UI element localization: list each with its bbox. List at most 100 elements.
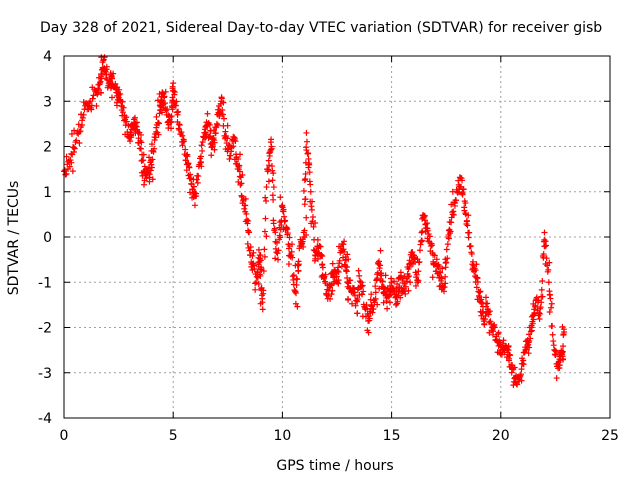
- data-point: [537, 310, 544, 317]
- data-marks: [61, 54, 568, 389]
- data-point: [219, 107, 226, 114]
- data-point: [480, 308, 487, 315]
- data-point: [295, 258, 302, 265]
- data-point: [416, 247, 423, 254]
- data-point: [252, 286, 259, 293]
- data-point: [306, 178, 313, 185]
- data-point: [372, 289, 379, 296]
- data-point: [168, 118, 175, 125]
- data-point: [556, 362, 563, 369]
- data-point: [151, 145, 158, 152]
- data-point: [148, 141, 155, 148]
- data-point: [171, 89, 178, 96]
- data-point: [255, 281, 262, 288]
- data-point: [416, 258, 423, 265]
- data-point: [541, 236, 548, 243]
- data-point: [552, 348, 559, 355]
- data-point: [67, 157, 74, 164]
- data-point: [182, 146, 189, 153]
- data-point: [218, 94, 225, 101]
- data-point: [429, 274, 436, 281]
- data-point: [345, 296, 352, 303]
- data-point: [194, 179, 201, 186]
- data-point: [273, 239, 280, 246]
- data-point: [437, 269, 444, 276]
- data-point: [184, 151, 191, 158]
- data-point: [108, 73, 115, 80]
- data-point: [320, 275, 327, 282]
- data-point: [543, 255, 550, 262]
- data-point: [264, 166, 271, 173]
- data-point: [445, 235, 452, 242]
- data-point: [453, 197, 460, 204]
- data-point: [140, 181, 147, 188]
- data-point: [275, 247, 282, 254]
- data-point: [463, 218, 470, 225]
- data-point: [70, 148, 77, 155]
- data-point: [481, 321, 488, 328]
- data-point: [560, 343, 567, 350]
- data-point: [450, 211, 457, 218]
- data-point: [167, 119, 174, 126]
- data-point: [549, 331, 556, 338]
- data-point: [518, 371, 525, 378]
- data-point: [267, 139, 274, 146]
- data-point: [162, 88, 169, 95]
- data-point: [511, 364, 518, 371]
- data-point: [279, 204, 286, 211]
- data-point: [548, 304, 555, 311]
- data-point: [206, 133, 213, 140]
- data-point: [329, 287, 336, 294]
- data-point: [368, 291, 375, 298]
- data-point: [263, 184, 270, 191]
- data-point: [148, 164, 155, 171]
- data-point: [435, 261, 442, 268]
- data-point: [137, 145, 144, 152]
- data-point: [486, 308, 493, 315]
- data-point: [187, 175, 194, 182]
- data-point: [244, 240, 251, 247]
- data-point: [176, 122, 183, 129]
- data-point: [303, 214, 310, 221]
- data-point: [474, 279, 481, 286]
- data-point: [76, 140, 83, 147]
- data-point: [366, 315, 373, 322]
- data-point: [354, 310, 361, 317]
- data-point: [176, 121, 183, 128]
- data-point: [262, 194, 269, 201]
- y-tick-label: -4: [38, 411, 52, 427]
- data-point: [405, 287, 412, 294]
- data-point: [325, 292, 332, 299]
- data-point: [426, 233, 433, 240]
- data-point: [270, 170, 277, 177]
- data-point: [442, 280, 449, 287]
- data-point: [263, 233, 270, 240]
- data-point: [546, 259, 553, 266]
- data-point: [306, 161, 313, 168]
- data-point: [335, 269, 342, 276]
- data-point: [507, 352, 514, 359]
- data-point: [268, 145, 275, 152]
- data-point: [168, 125, 175, 132]
- data-point: [230, 133, 237, 140]
- data-point: [302, 196, 309, 203]
- x-tick-label: 20: [492, 428, 510, 444]
- data-point: [255, 246, 262, 253]
- data-point: [309, 213, 316, 220]
- y-tick-label: 2: [43, 140, 52, 156]
- grid: [64, 56, 610, 418]
- data-point: [280, 208, 287, 215]
- data-point: [212, 130, 219, 137]
- data-point: [170, 80, 177, 87]
- data-point: [518, 366, 525, 373]
- data-point: [306, 169, 313, 176]
- data-point: [495, 329, 502, 336]
- data-point: [153, 113, 160, 120]
- data-point: [162, 100, 169, 107]
- data-point: [372, 283, 379, 290]
- data-point: [149, 176, 156, 183]
- data-point: [298, 240, 305, 247]
- data-point: [413, 271, 420, 278]
- data-point: [358, 283, 365, 290]
- data-point: [372, 295, 379, 302]
